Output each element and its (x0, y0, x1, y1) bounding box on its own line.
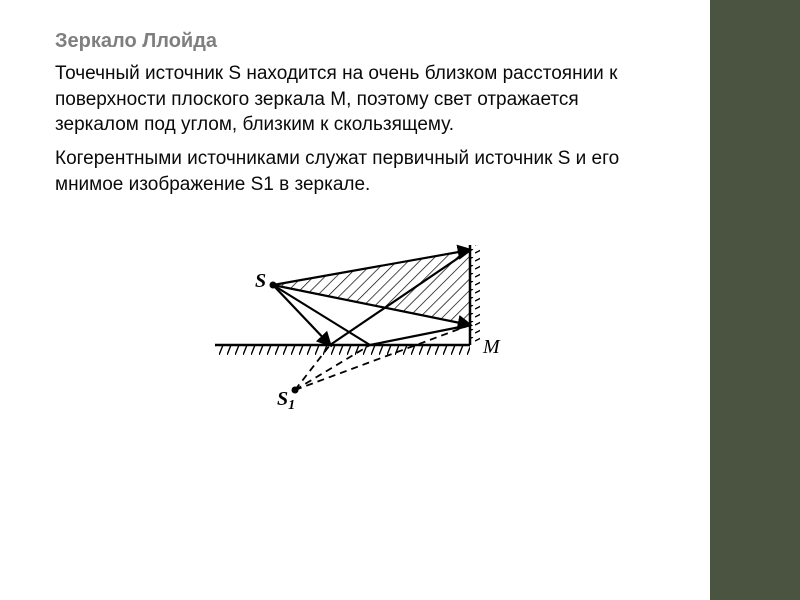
paragraph-2: Когерентными источниками служат первичны… (55, 146, 665, 197)
svg-text:S: S (255, 270, 266, 292)
lloyd-mirror-diagram: SS1M (195, 225, 525, 425)
diagram-container: SS1M (55, 225, 665, 425)
paragraph-1: Точечный источник S находится на очень б… (55, 61, 665, 138)
svg-text:M: M (482, 336, 501, 358)
decorative-sidebar (710, 0, 800, 600)
slide-content: Зеркало Ллойда Точечный источник S наход… (55, 30, 665, 425)
slide-heading: Зеркало Ллойда (55, 30, 665, 53)
